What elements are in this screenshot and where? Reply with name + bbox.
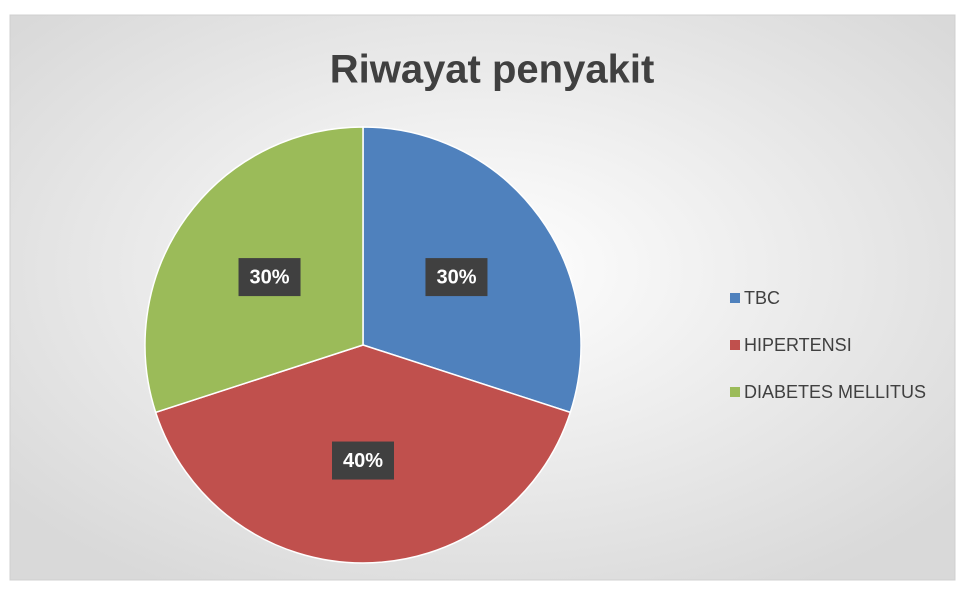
data-label-box <box>238 258 301 297</box>
data-label: 30% <box>250 266 290 288</box>
legend: TBC HIPERTENSI DIABETES MELLITUS <box>730 288 926 402</box>
data-label-box <box>332 441 394 480</box>
pie <box>144 126 582 564</box>
legend-swatch <box>730 387 740 397</box>
data-label: 30% <box>436 266 476 288</box>
chart-title: Riwayat penyakit <box>330 48 655 92</box>
legend-swatch <box>730 293 740 303</box>
legend-label: DIABETES MELLITUS <box>744 382 926 402</box>
legend-label: HIPERTENSI <box>744 335 852 355</box>
data-label: 40% <box>343 450 383 472</box>
legend-swatch <box>730 340 740 350</box>
data-label-box <box>425 258 488 297</box>
legend-label: TBC <box>744 288 780 308</box>
data-labels: 30% 40% 30% <box>238 258 488 480</box>
